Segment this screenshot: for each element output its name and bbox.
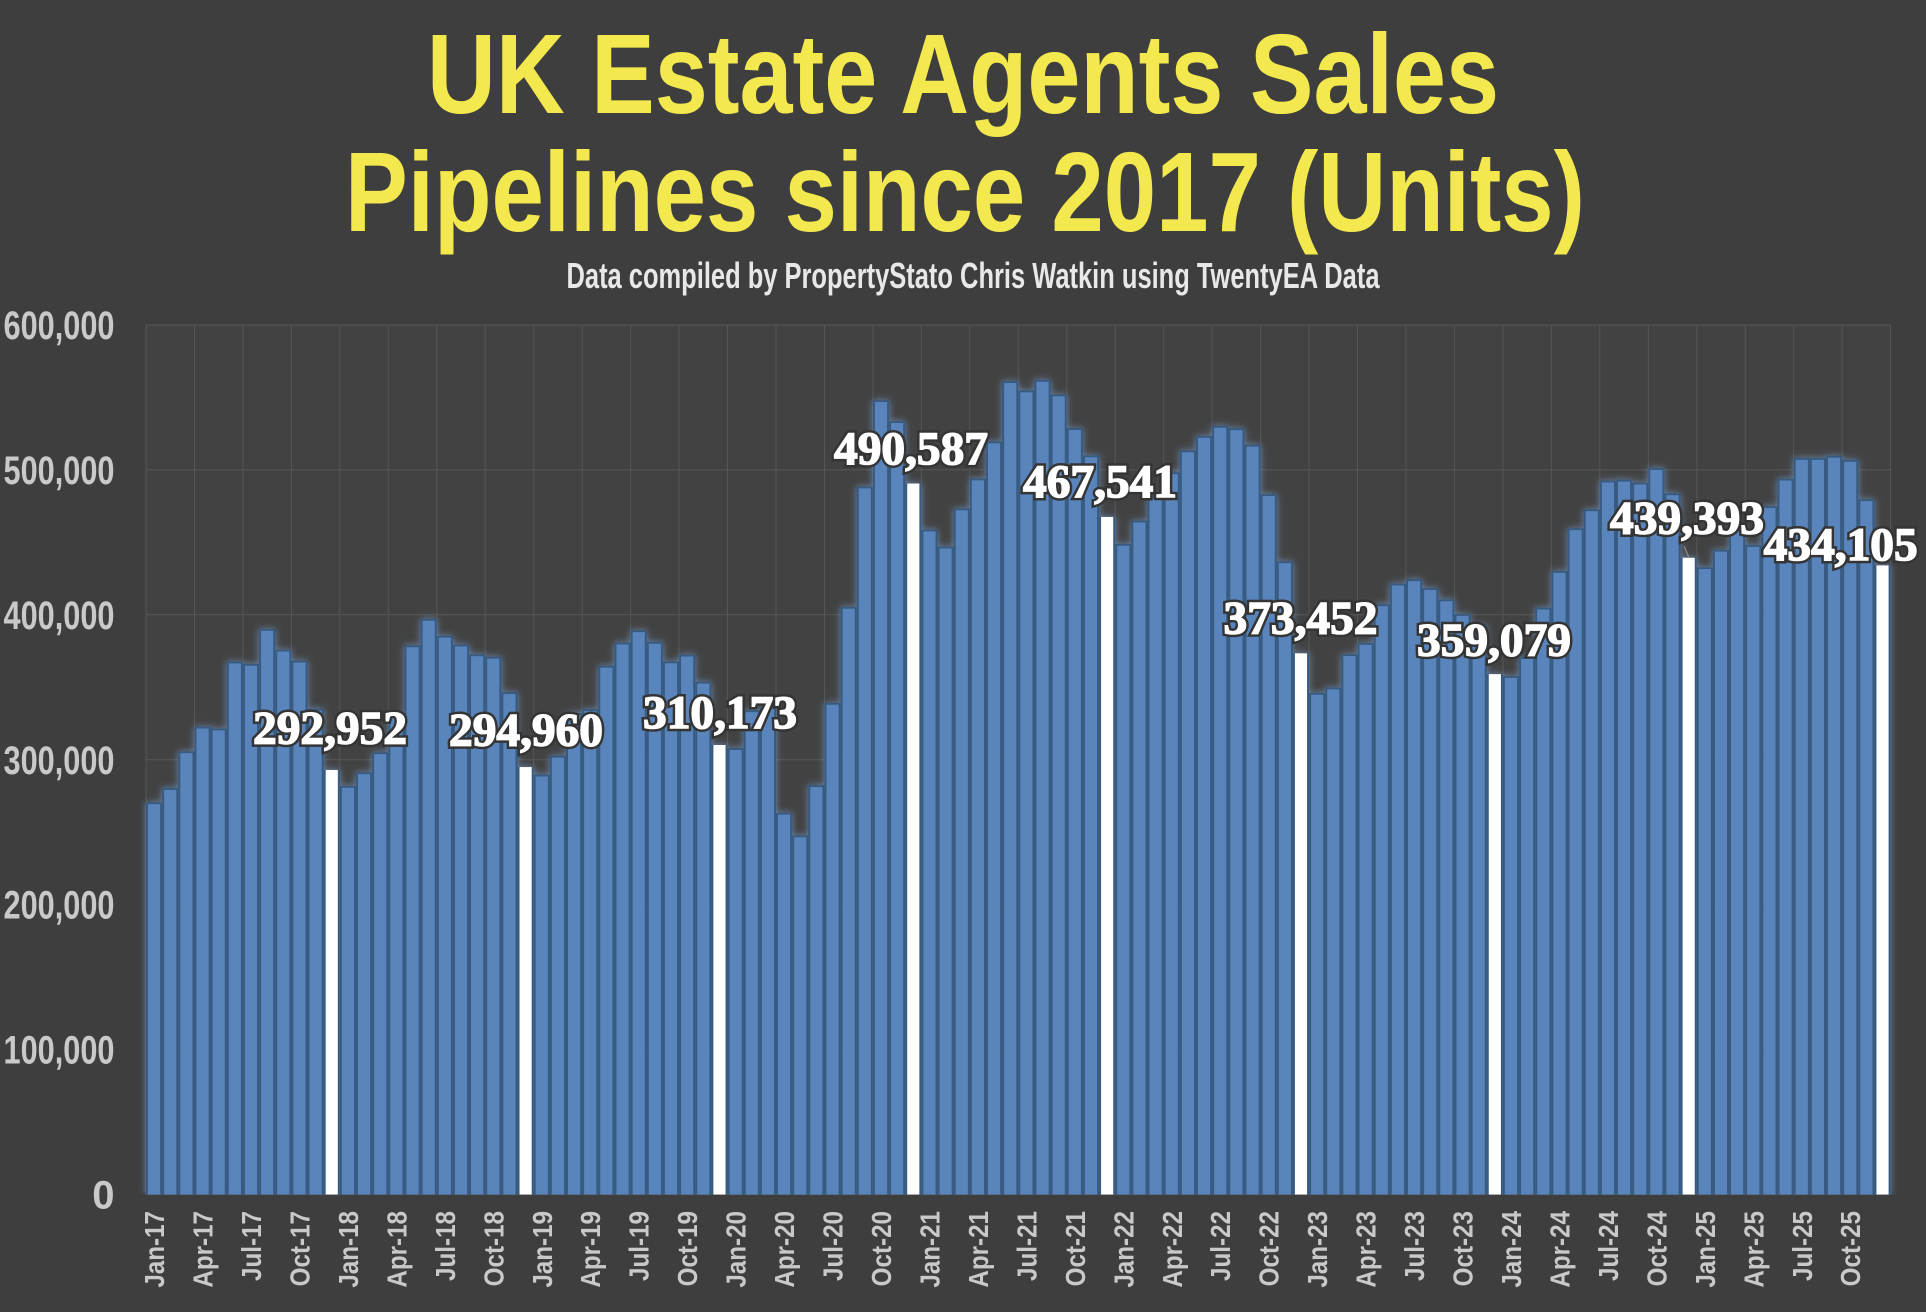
svg-text:310,173: 310,173	[643, 687, 797, 739]
svg-text:Jul-23: Jul-23	[1398, 1211, 1430, 1281]
svg-text:Apr-17: Apr-17	[187, 1211, 219, 1288]
svg-text:Oct-21: Oct-21	[1059, 1211, 1091, 1286]
svg-text:Jan-20: Jan-20	[720, 1211, 752, 1288]
svg-text:Jan-24: Jan-24	[1495, 1211, 1527, 1288]
svg-text:600,000: 600,000	[4, 304, 115, 348]
svg-text:294,960: 294,960	[449, 705, 603, 757]
svg-text:Oct-18: Oct-18	[478, 1211, 510, 1286]
svg-text:Jan-19: Jan-19	[526, 1211, 558, 1288]
svg-text:294,960: 294,960	[449, 705, 603, 757]
svg-text:300,000: 300,000	[4, 739, 115, 783]
svg-text:Jul-20: Jul-20	[817, 1211, 849, 1281]
svg-text:Oct-17: Oct-17	[284, 1211, 316, 1286]
svg-text:310,173: 310,173	[643, 687, 797, 739]
svg-text:490,587: 490,587	[834, 423, 988, 475]
svg-text:434,105: 434,105	[1764, 519, 1918, 571]
svg-text:0: 0	[92, 1174, 114, 1218]
svg-text:Jan-21: Jan-21	[914, 1211, 946, 1288]
svg-text:Jan-23: Jan-23	[1301, 1211, 1333, 1288]
svg-text:Oct-23: Oct-23	[1447, 1211, 1479, 1286]
svg-text:Jul-25: Jul-25	[1786, 1211, 1818, 1281]
svg-text:Oct-24: Oct-24	[1641, 1211, 1673, 1287]
svg-text:Apr-22: Apr-22	[1156, 1211, 1188, 1288]
svg-text:Jan-22: Jan-22	[1108, 1211, 1140, 1288]
svg-text:373,452: 373,452	[1224, 593, 1378, 645]
svg-text:400,000: 400,000	[4, 594, 115, 638]
svg-text:467,541: 467,541	[1023, 456, 1177, 508]
svg-text:100,000: 100,000	[4, 1029, 115, 1073]
svg-text:Apr-19: Apr-19	[575, 1211, 607, 1288]
svg-text:Jan-25: Jan-25	[1689, 1211, 1721, 1288]
svg-text:373,452: 373,452	[1224, 593, 1378, 645]
svg-text:200,000: 200,000	[4, 884, 115, 928]
svg-text:490,587: 490,587	[834, 423, 988, 475]
svg-text:Apr-21: Apr-21	[962, 1211, 994, 1288]
svg-text:Jan-18: Jan-18	[332, 1211, 364, 1288]
svg-text:Jul-21: Jul-21	[1011, 1211, 1043, 1281]
svg-text:Jul-18: Jul-18	[429, 1211, 461, 1281]
svg-text:500,000: 500,000	[4, 449, 115, 493]
svg-text:292,952: 292,952	[253, 703, 407, 755]
svg-text:359,079: 359,079	[1417, 615, 1571, 667]
svg-text:Oct-20: Oct-20	[865, 1211, 897, 1286]
svg-text:UK Estate Agents Sales: UK Estate Agents Sales	[427, 11, 1499, 137]
svg-text:Jul-22: Jul-22	[1205, 1211, 1237, 1281]
svg-text:Jul-17: Jul-17	[235, 1211, 267, 1281]
svg-text:Pipelines since 2017 (Units): Pipelines since 2017 (Units)	[345, 129, 1585, 255]
svg-text:Oct-25: Oct-25	[1835, 1211, 1867, 1286]
svg-text:434,105: 434,105	[1764, 519, 1918, 571]
svg-text:Jan-17: Jan-17	[138, 1211, 170, 1288]
svg-text:467,541: 467,541	[1023, 456, 1177, 508]
svg-text:Apr-25: Apr-25	[1738, 1211, 1770, 1288]
svg-text:Oct-19: Oct-19	[671, 1211, 703, 1286]
svg-text:Jul-24: Jul-24	[1592, 1211, 1624, 1281]
svg-text:Apr-18: Apr-18	[381, 1211, 413, 1288]
svg-text:Data compiled by PropertyStato: Data compiled by PropertyStato Chris Wat…	[567, 255, 1381, 296]
svg-text:Oct-22: Oct-22	[1253, 1211, 1285, 1286]
svg-text:Apr-23: Apr-23	[1350, 1211, 1382, 1288]
svg-text:Apr-24: Apr-24	[1544, 1211, 1576, 1288]
svg-text:Apr-20: Apr-20	[768, 1211, 800, 1288]
svg-text:439,393: 439,393	[1610, 493, 1764, 545]
svg-text:292,952: 292,952	[253, 703, 407, 755]
svg-text:439,393: 439,393	[1610, 493, 1764, 545]
svg-text:359,079: 359,079	[1417, 615, 1571, 667]
svg-text:Jul-19: Jul-19	[623, 1211, 655, 1281]
